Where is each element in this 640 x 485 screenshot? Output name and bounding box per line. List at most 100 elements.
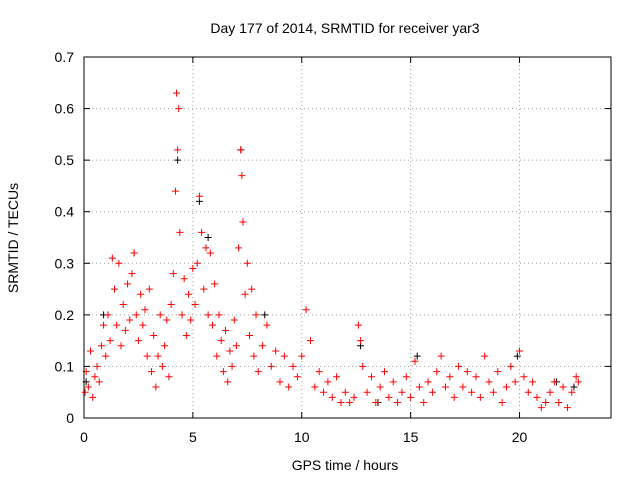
data-point-main — [224, 378, 232, 386]
data-point-main — [102, 352, 110, 360]
data-point-main — [367, 373, 375, 381]
data-point-main — [433, 368, 441, 376]
data-point-main — [217, 337, 225, 345]
data-point-main — [237, 146, 245, 154]
data-point-main — [272, 347, 280, 355]
data-point-main — [252, 311, 260, 319]
data-point-main — [494, 368, 502, 376]
data-point-main — [481, 352, 489, 360]
data-point-main — [459, 383, 467, 391]
data-point-main — [568, 388, 576, 396]
axis-ticks: 0 0.1 0.2 0.3 0.4 0.5 0.6 0.7 0 5 10 15 20 — [55, 49, 611, 445]
data-point-main — [97, 342, 105, 350]
data-point-main — [121, 326, 129, 334]
data-point-main — [324, 378, 332, 386]
data-point-main — [193, 259, 201, 267]
data-point-main — [156, 311, 164, 319]
y-tick-label: 0 — [66, 410, 74, 426]
data-point-main — [420, 399, 428, 407]
data-point-main — [171, 187, 179, 195]
data-point-main — [175, 105, 183, 113]
y-tick-label: 0.3 — [55, 255, 75, 271]
data-point-main — [141, 306, 149, 314]
data-point-main — [415, 383, 423, 391]
data-point-main — [189, 264, 197, 272]
data-point-main — [174, 146, 182, 154]
data-point-main — [359, 362, 367, 370]
data-point-main — [559, 383, 567, 391]
data-point-main — [563, 404, 571, 412]
data-point-main — [132, 311, 140, 319]
x-tick-label: 20 — [512, 429, 528, 445]
y-tick-label: 0.5 — [55, 152, 75, 168]
y-tick-label: 0.1 — [55, 358, 75, 374]
data-point-main — [178, 311, 186, 319]
data-point-main — [337, 399, 345, 407]
data-point-main — [81, 388, 89, 396]
data-point-main — [238, 172, 246, 180]
data-point-main — [346, 399, 354, 407]
data-point-main — [117, 342, 125, 350]
data-point-main — [398, 388, 406, 396]
data-point-main — [246, 331, 254, 339]
data-point-main — [126, 316, 134, 324]
y-tick-label: 0.2 — [55, 307, 75, 323]
data-point-main — [472, 373, 480, 381]
x-tick-label: 0 — [80, 429, 88, 445]
y-tick-label: 0.6 — [55, 101, 75, 117]
data-point-main — [243, 259, 251, 267]
data-point-main — [450, 393, 458, 401]
data-point-main — [128, 270, 136, 278]
data-point-main — [455, 362, 463, 370]
data-point-main — [150, 331, 158, 339]
data-point-main — [529, 378, 537, 386]
data-point-main — [108, 254, 116, 262]
data-point-main — [389, 378, 397, 386]
data-point-main — [376, 383, 384, 391]
data-point-main — [402, 373, 410, 381]
data-point-main — [115, 259, 123, 267]
data-point-main — [219, 368, 227, 376]
data-points — [81, 89, 582, 412]
data-point-main — [222, 326, 230, 334]
data-point-main — [124, 280, 132, 288]
data-point-other — [413, 352, 421, 360]
data-point-main — [502, 383, 510, 391]
data-point-main — [187, 316, 195, 324]
data-point-main — [113, 321, 121, 329]
data-point-main — [110, 285, 118, 293]
data-point-main — [572, 373, 580, 381]
data-point-main — [463, 368, 471, 376]
data-point-main — [542, 399, 550, 407]
data-point-main — [437, 352, 445, 360]
data-point-main — [185, 290, 193, 298]
data-point-main — [333, 373, 341, 381]
data-point-main — [311, 383, 319, 391]
data-point-main — [173, 89, 181, 97]
x-tick-label: 15 — [403, 429, 419, 445]
data-point-main — [93, 362, 101, 370]
data-point-main — [161, 342, 169, 350]
data-point-main — [276, 378, 284, 386]
data-point-main — [394, 399, 402, 407]
data-point-main — [198, 228, 206, 236]
data-point-main — [516, 347, 524, 355]
data-point-main — [87, 347, 95, 355]
data-point-main — [191, 301, 199, 309]
data-point-main — [154, 352, 162, 360]
data-point-main — [84, 383, 92, 391]
data-point-main — [254, 368, 262, 376]
data-point-main — [119, 301, 127, 309]
data-point-main — [363, 388, 371, 396]
data-point-other — [570, 383, 578, 391]
data-point-other — [261, 311, 269, 319]
data-point-main — [202, 244, 210, 252]
data-point-main — [289, 362, 297, 370]
data-point-main — [533, 393, 541, 401]
data-point-main — [239, 218, 247, 226]
data-point-main — [91, 373, 99, 381]
data-point-main — [341, 388, 349, 396]
data-point-main — [137, 290, 145, 298]
data-point-main — [407, 393, 415, 401]
x-axis-label: GPS time / hours — [292, 457, 399, 473]
